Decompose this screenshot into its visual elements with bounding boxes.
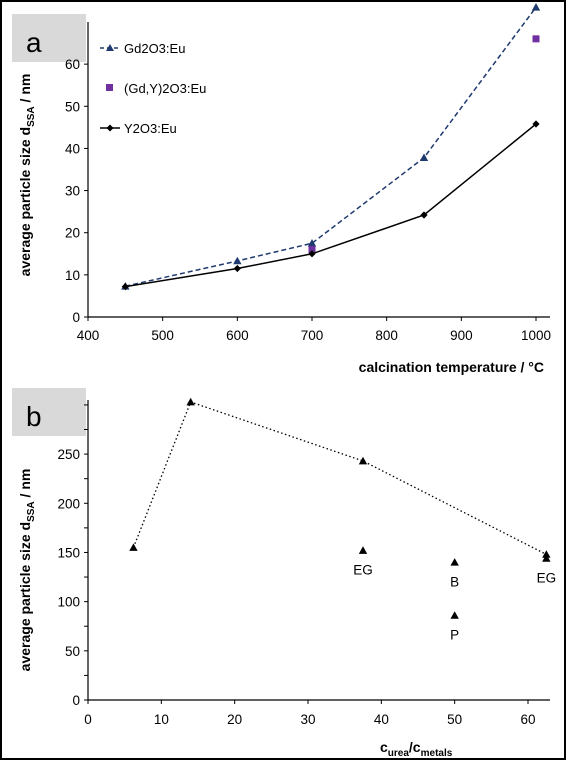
b-point-label: P [450, 627, 459, 642]
panel-a-y-axis-title: average particle size dSSA / nm [17, 74, 37, 277]
panel-a-label-box [12, 14, 86, 62]
a-ytick-label: 60 [65, 57, 80, 72]
a-xtick-label: 400 [77, 328, 100, 343]
legend-y2o3-label: Y2O3:Eu [124, 121, 177, 136]
b-xtick-label: 0 [84, 712, 92, 727]
a-data-point [233, 256, 242, 265]
legend-gd2o3-label: Gd2O3:Eu [124, 41, 185, 56]
legend-gd2o3-marker [106, 44, 114, 51]
panel-a-legend: Gd2O3:Eu (Gd,Y)2O3:Eu Y2O3:Eu [100, 41, 206, 136]
a-data-point [308, 250, 316, 258]
a-ytick-label: 20 [65, 226, 80, 241]
a-series-line [125, 123, 537, 288]
panel-b-label: b [26, 401, 42, 432]
a-series-line [125, 6, 537, 287]
b-data-point [186, 397, 195, 406]
a-xtick-label: 1000 [521, 328, 551, 343]
a-xtick-label: 500 [151, 328, 174, 343]
legend-y2o3-marker [106, 124, 114, 132]
a-data-point [532, 35, 540, 43]
b-data-point [542, 554, 551, 562]
b-ytick-label: 100 [57, 595, 80, 610]
b-data-point [358, 456, 368, 465]
b-xtick-label: 10 [154, 712, 169, 727]
a-xtick-label: 600 [226, 328, 249, 343]
b-data-point [358, 546, 368, 554]
a-ytick-label: 40 [65, 141, 80, 156]
panel-b-label-box [12, 388, 86, 436]
b-xtick-label: 20 [227, 712, 242, 727]
a-data-point [121, 283, 129, 291]
b-ytick-label: 250 [57, 447, 80, 462]
a-data-point [419, 153, 429, 162]
b-data-point [542, 550, 551, 558]
b-xtick-label: 30 [300, 712, 315, 727]
panel-b-x-axis-title: curea/cmetals [380, 739, 453, 759]
a-data-point [420, 211, 428, 219]
a-data-point [233, 264, 241, 273]
a-xtick-label: 900 [450, 328, 473, 343]
a-data-point [307, 239, 317, 247]
b-data-point [450, 611, 459, 619]
b-ytick-label: 0 [72, 693, 80, 708]
a-ytick-label: 50 [65, 99, 80, 114]
panel-b-y-axis-title: average particle size dSSA / nm [17, 469, 37, 672]
panel-b: b 0 50 100 150 200 250 0 10 20 30 40 50 60 EG B P EG c… [12, 388, 556, 759]
b-series-line [132, 401, 547, 556]
b-xtick-label: 50 [447, 712, 462, 727]
b-xtick-label: 40 [374, 712, 389, 727]
b-data-point [450, 558, 459, 566]
b-ytick-label: 150 [57, 545, 80, 560]
b-data-point [129, 543, 138, 551]
panel-a-label: a [26, 27, 42, 58]
panel-a: a 0 10 20 30 40 50 60 400 500 600 700 800 900 1000 G… [12, 3, 551, 375]
b-ytick-label: 50 [65, 644, 80, 659]
legend-gdy2o3-marker [106, 84, 113, 91]
a-data-point [308, 246, 316, 254]
a-data-point [531, 3, 541, 11]
a-ytick-label: 0 [72, 310, 80, 325]
a-data-point [532, 120, 540, 128]
b-point-label: EG [537, 570, 557, 585]
a-ytick-label: 30 [65, 184, 80, 199]
a-xtick-label: 800 [375, 328, 398, 343]
b-ytick-label: 200 [57, 496, 80, 511]
panel-a-x-axis-title: calcination temperature / °C [359, 359, 544, 375]
a-xtick-label: 700 [301, 328, 324, 343]
b-point-label: EG [353, 562, 373, 577]
legend-gdy2o3-label: (Gd,Y)2O3:Eu [124, 81, 206, 96]
a-ytick-label: 10 [65, 268, 80, 283]
b-point-label: B [450, 574, 459, 589]
b-xtick-label: 60 [520, 712, 535, 727]
